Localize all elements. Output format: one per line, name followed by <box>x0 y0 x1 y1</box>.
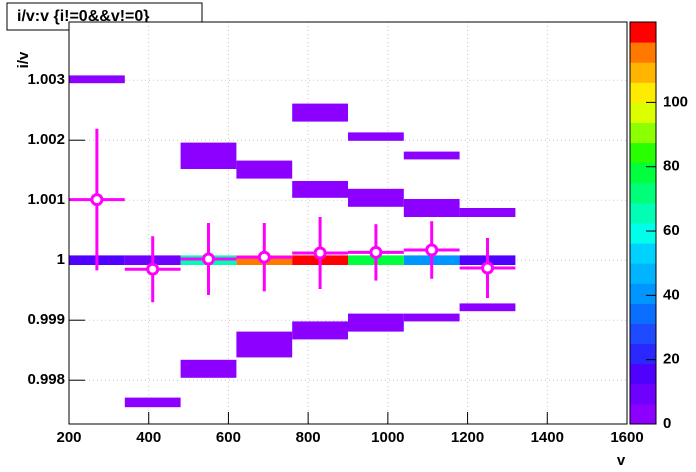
plot-border <box>68 21 628 425</box>
x-tick-label: 800 <box>296 429 321 446</box>
z-tick-label: 0 <box>663 415 671 432</box>
profile-point <box>313 246 327 260</box>
histogram-cell <box>348 132 404 141</box>
histogram-cell <box>348 188 404 207</box>
colorbar-swatch <box>630 283 656 304</box>
histogram-cell <box>292 103 348 122</box>
colorbar-swatch <box>630 303 656 324</box>
x-tick-label: 1200 <box>451 429 484 446</box>
x-tick-label: 400 <box>136 429 161 446</box>
histogram-cell <box>403 151 460 160</box>
profile-point <box>369 245 383 259</box>
histogram-cell <box>459 208 516 217</box>
x-tick-label: 600 <box>216 429 241 446</box>
y-tick-label: 0.998 <box>27 371 65 388</box>
z-tick-label: 80 <box>663 158 680 175</box>
y-tick-label: 0.999 <box>27 311 65 328</box>
z-tick-label: 40 <box>663 286 680 303</box>
histogram-cell <box>236 160 293 179</box>
chart-title: i/v:v {i!=0&&v!=0} <box>17 8 150 25</box>
histogram-cell <box>403 199 460 217</box>
colorbar-swatch <box>630 223 656 244</box>
x-tick-label: 1000 <box>371 429 404 446</box>
colorbar-swatch <box>630 122 656 144</box>
colorbar-swatch <box>630 182 656 204</box>
x-tick-label: 1400 <box>531 429 564 446</box>
profile-point <box>481 261 494 275</box>
histogram-cell <box>180 359 237 378</box>
profile-point <box>257 250 271 264</box>
x-tick-label: 1600 <box>610 429 643 446</box>
histogram-cell <box>236 331 293 358</box>
profile-point <box>425 243 439 257</box>
histogram-cell <box>459 303 516 312</box>
colorbar-swatch <box>630 62 656 83</box>
histogram-cell <box>69 75 125 84</box>
colorbar-swatch <box>630 202 656 224</box>
colorbar-swatch <box>630 323 656 345</box>
colorbar-swatch <box>630 82 656 103</box>
colorbar-swatch <box>630 162 656 184</box>
profile-point <box>90 193 104 207</box>
colorbar-swatch <box>630 403 656 425</box>
colorbar-swatch <box>630 383 656 405</box>
x-tick-label: 200 <box>56 429 81 446</box>
histogram-cell <box>403 313 460 322</box>
histogram-cell <box>348 313 404 332</box>
y-tick-label: 1 <box>57 251 65 268</box>
y-tick-label: 1.002 <box>27 131 65 148</box>
colorbar-swatch <box>630 142 656 164</box>
z-tick-label: 100 <box>663 93 688 110</box>
y-tick-label: 1.001 <box>27 191 65 208</box>
colorbar-swatch <box>630 243 656 264</box>
z-tick-label: 60 <box>663 222 680 239</box>
colorbar-swatch <box>630 22 656 43</box>
colorbar-swatch <box>630 363 656 385</box>
histogram-cell <box>124 397 181 408</box>
profile-point <box>146 262 160 276</box>
colorbar-swatch <box>630 42 656 63</box>
colorbar-swatch <box>630 263 656 284</box>
histogram-cell <box>292 321 348 340</box>
x-axis-label: v <box>617 452 626 469</box>
profile-point <box>202 252 215 266</box>
plot-frame <box>69 22 627 424</box>
y-tick-label: 1.003 <box>27 71 65 88</box>
colorbar-swatch <box>630 102 656 123</box>
colorbar-border <box>629 21 657 425</box>
histogram-cell <box>292 181 348 198</box>
colorbar-swatch <box>630 343 656 365</box>
z-tick-label: 20 <box>663 351 680 368</box>
histogram-cell <box>180 142 237 169</box>
y-axis-label: i/v <box>15 51 32 68</box>
